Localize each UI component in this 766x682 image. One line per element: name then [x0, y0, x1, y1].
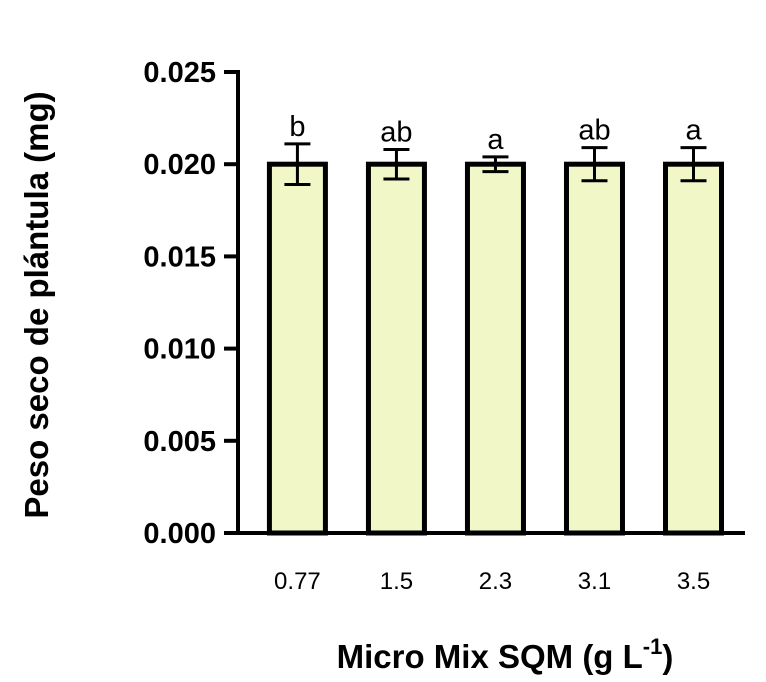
significance-label: a [685, 115, 702, 147]
y-tick-label: 0.015 [143, 241, 216, 273]
y-tick-label: 0.025 [143, 57, 216, 89]
x-axis-title-superscript: -1 [643, 634, 663, 659]
y-tick-label: 0.000 [143, 518, 216, 550]
y-axis-title: Peso seco de plántula (mg) [18, 91, 55, 518]
x-axis: 0.77 1.5 2.3 3.1 3.5 [236, 531, 745, 595]
bar-1.5 [365, 161, 427, 536]
x-axis-title-main: Micro Mix SQM (g L [337, 638, 643, 675]
significance-label: a [487, 124, 504, 156]
bar-3.5 [663, 161, 725, 536]
bars: b ab a ab a [266, 111, 725, 536]
y-tick-label: 0.005 [143, 426, 216, 458]
x-axis-title: Micro Mix SQM (g L-1) [337, 634, 674, 675]
x-tick-label: 2.3 [479, 568, 512, 595]
x-axis-title-close: ) [662, 638, 673, 675]
significance-label: ab [380, 116, 412, 148]
x-tick-label: 3.5 [677, 568, 710, 595]
significance-label: b [289, 111, 305, 143]
bar-2.3 [464, 161, 526, 536]
y-tick-label: 0.010 [143, 334, 216, 366]
significance-label: ab [578, 115, 610, 147]
y-axis: 0.000 0.005 0.010 0.015 0.020 0.025 [143, 57, 240, 550]
x-tick-label: 1.5 [380, 568, 413, 595]
bar-0.77 [266, 161, 328, 536]
x-tick-label: 3.1 [578, 568, 611, 595]
x-tick-label: 0.77 [274, 568, 321, 595]
y-tick-label: 0.020 [143, 149, 216, 181]
bar-3.1 [563, 161, 625, 536]
